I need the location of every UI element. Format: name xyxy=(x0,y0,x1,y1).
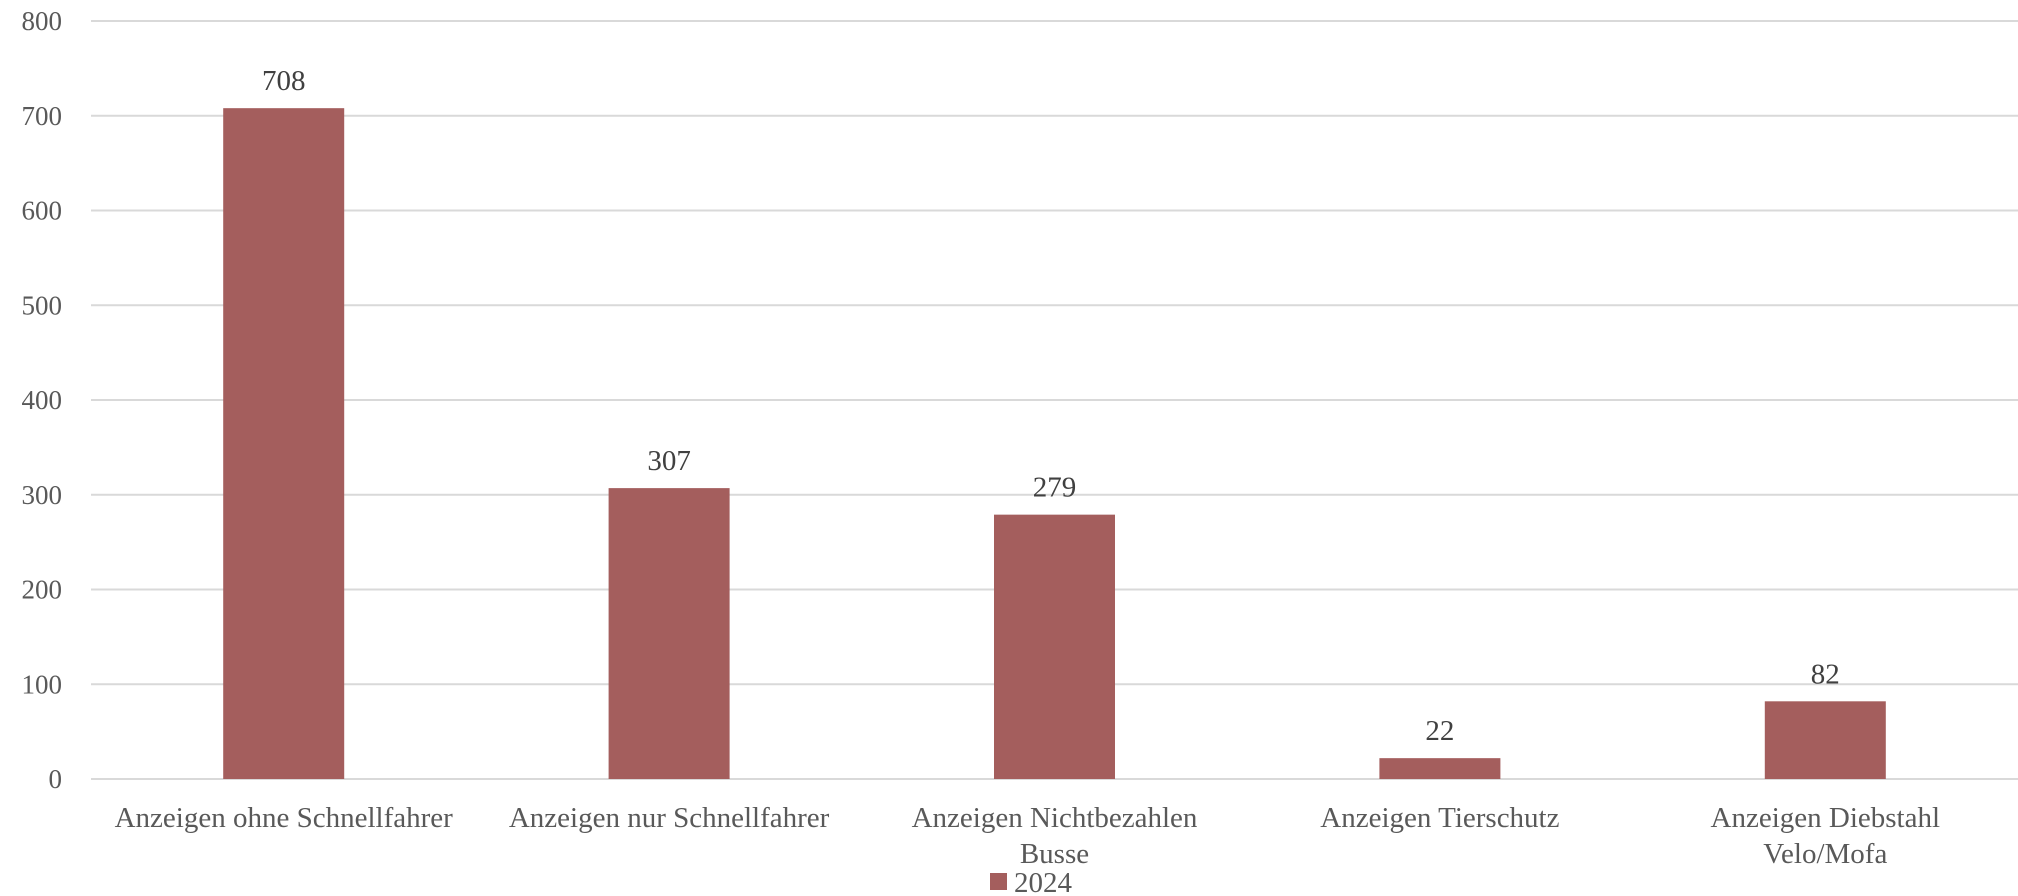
x-category-label: Anzeigen Diebstahl Velo/Mofa xyxy=(1711,802,1941,870)
y-tick-label: 700 xyxy=(22,101,63,131)
data-label: 279 xyxy=(1033,472,1077,504)
y-tick-label: 800 xyxy=(22,6,63,36)
data-label: 708 xyxy=(262,65,306,97)
bar xyxy=(994,514,1115,779)
x-category-label-line: Busse xyxy=(1020,838,1089,870)
x-category-label-line: Anzeigen Tierschutz xyxy=(1320,802,1559,834)
bars xyxy=(223,108,1886,780)
x-category-label-line: Velo/Mofa xyxy=(1763,838,1887,870)
data-label: 22 xyxy=(1425,715,1454,747)
legend-swatch xyxy=(990,873,1007,890)
data-labels: 708 307 279 22 82 xyxy=(262,65,1840,747)
y-axis-ticks: 0 100 200 300 400 500 600 700 800 xyxy=(22,6,63,794)
x-category-label-line: Anzeigen Nichtbezahlen xyxy=(912,802,1198,834)
y-tick-label: 200 xyxy=(22,575,63,605)
y-tick-label: 400 xyxy=(22,385,63,415)
x-category-label: Anzeigen Nichtbezahlen Busse xyxy=(912,802,1198,870)
y-tick-label: 500 xyxy=(22,290,63,320)
y-tick-label: 600 xyxy=(22,196,63,226)
bar xyxy=(1379,758,1501,779)
y-tick-label: 100 xyxy=(22,669,63,699)
x-category-label: Anzeigen ohne Schnellfahrer xyxy=(115,802,454,834)
bar xyxy=(1764,701,1886,779)
x-category-label-line: Anzeigen Diebstahl xyxy=(1711,802,1941,834)
gridlines xyxy=(91,20,2018,780)
x-category-label: Anzeigen Tierschutz xyxy=(1320,802,1559,834)
x-axis-labels: Anzeigen ohne Schnellfahrer Anzeigen nur … xyxy=(115,802,1940,870)
data-label: 82 xyxy=(1811,658,1840,690)
bar xyxy=(608,488,730,779)
x-category-label-line: Anzeigen nur Schnellfahrer xyxy=(509,802,830,834)
x-category-label: Anzeigen nur Schnellfahrer xyxy=(509,802,830,834)
x-category-label-line: Anzeigen ohne Schnellfahrer xyxy=(115,802,454,834)
y-tick-label: 0 xyxy=(49,764,63,794)
legend: 2024 xyxy=(990,867,1073,896)
data-label: 307 xyxy=(647,445,691,477)
y-tick-label: 300 xyxy=(22,480,63,510)
bar xyxy=(223,108,345,780)
legend-label: 2024 xyxy=(1014,867,1073,896)
